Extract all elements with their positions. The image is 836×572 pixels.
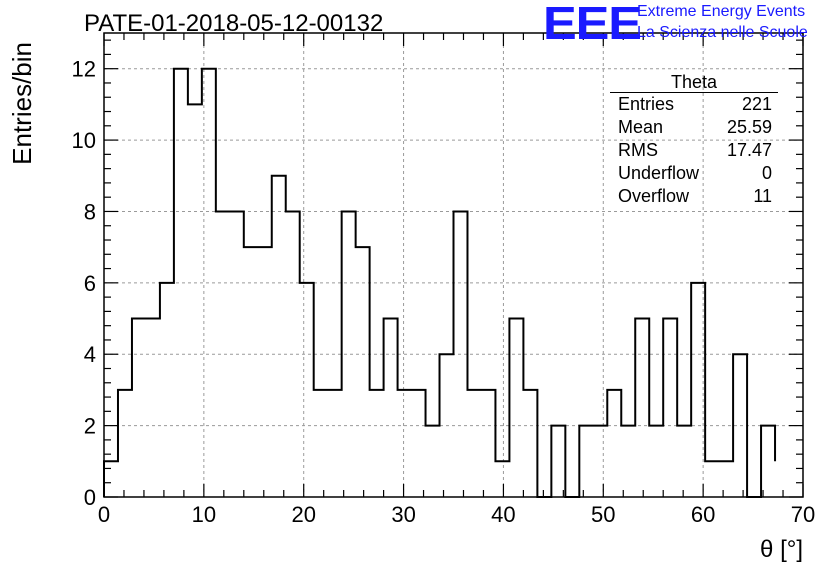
y-tick-label: 8 [84,199,96,224]
histogram-bin [761,426,775,497]
histogram-bin [244,247,258,497]
histogram-bin [607,390,621,497]
stats-value: 17.47 [726,140,772,160]
x-tick-label: 10 [192,502,216,527]
histogram-bin [300,283,314,497]
x-tick-label: 30 [391,502,415,527]
plot-frame [103,32,804,498]
histogram-bin [719,461,733,497]
eee-logo: EEE [543,0,642,49]
x-tick-label: 70 [791,502,815,527]
stats-label: Underflow [618,163,700,183]
histogram-bin [160,283,174,497]
histogram-bin [132,319,146,497]
histogram-bars [103,67,777,498]
y-tick-label: 4 [84,342,96,367]
stats-row-mean: Mean 25.59 [610,116,778,139]
stats-value: 25.59 [726,117,772,137]
histogram-bin [467,390,481,497]
stats-value: 221 [741,94,772,114]
stats-label: Mean [618,117,664,137]
x-tick-label: 40 [491,502,515,527]
histogram-bin [188,104,202,497]
x-tick-label: 60 [691,502,715,527]
histogram-bin [523,390,537,497]
histogram-bin [663,319,677,497]
histogram-bin [146,319,160,497]
histogram-bin [104,461,118,497]
histogram-bin [495,461,509,497]
x-tick-label: 0 [98,502,110,527]
histogram-bin [579,426,593,497]
histogram-bin [621,426,635,497]
histogram-bin [705,461,719,497]
histogram-bin [370,390,384,497]
axes: 0 10 20 30 40 50 60 70 0 2 4 6 8 10 12 [72,32,815,527]
logo-line-1: Extreme Energy Events [637,3,806,20]
stats-label: RMS [618,140,658,160]
stats-value: 0 [761,163,772,183]
histogram-bin [216,211,230,497]
histogram-bin [635,319,649,497]
histogram-bin [412,390,426,497]
stats-label: Overflow [618,186,690,206]
histogram-bin [677,426,691,497]
histogram-bin [426,426,440,497]
histogram-bin [342,211,356,497]
histogram-bin [398,390,412,497]
stats-row-overflow: Overflow 11 [610,185,778,208]
histogram-bin [356,247,370,497]
y-tick-label: 12 [72,57,96,82]
y-tick-label: 6 [84,271,96,296]
histogram-bin [314,390,328,497]
histogram-bin [118,390,132,497]
histogram-bin [384,319,398,497]
stats-value: 11 [753,186,772,206]
stats-box-title: Theta [610,72,778,93]
histogram-bin [174,69,188,497]
chart-title: PATE-01-2018-05-12-00132 [84,10,384,37]
stats-label: Entries [618,94,675,114]
histogram-bin [551,426,565,497]
y-axis-label: Entries/bin [7,42,37,165]
y-tick-label: 2 [84,414,96,439]
y-tick-label: 0 [84,485,96,510]
histogram-bin [481,390,495,497]
y-tick-label: 10 [72,128,96,153]
stats-row-underflow: Underflow 0 [610,162,778,185]
histogram-bin [593,426,607,497]
x-tick-label: 50 [591,502,615,527]
histogram-bin [258,247,272,497]
logo-line-2: La Scienza nelle Scuole [637,24,808,41]
stats-row-rms: RMS 17.47 [610,139,778,162]
histogram-bin [509,319,523,497]
x-axis-label: θ [°] [760,536,803,563]
stats-row-entries: Entries 221 [610,93,778,116]
stats-box: Theta Entries 221 Mean 25.59 RMS 17.47 U… [610,72,778,208]
histogram-bin [649,426,663,497]
histogram-outline [103,67,777,498]
histogram-bin [328,390,342,497]
x-tick-label: 20 [291,502,315,527]
histogram-bin [272,176,286,497]
